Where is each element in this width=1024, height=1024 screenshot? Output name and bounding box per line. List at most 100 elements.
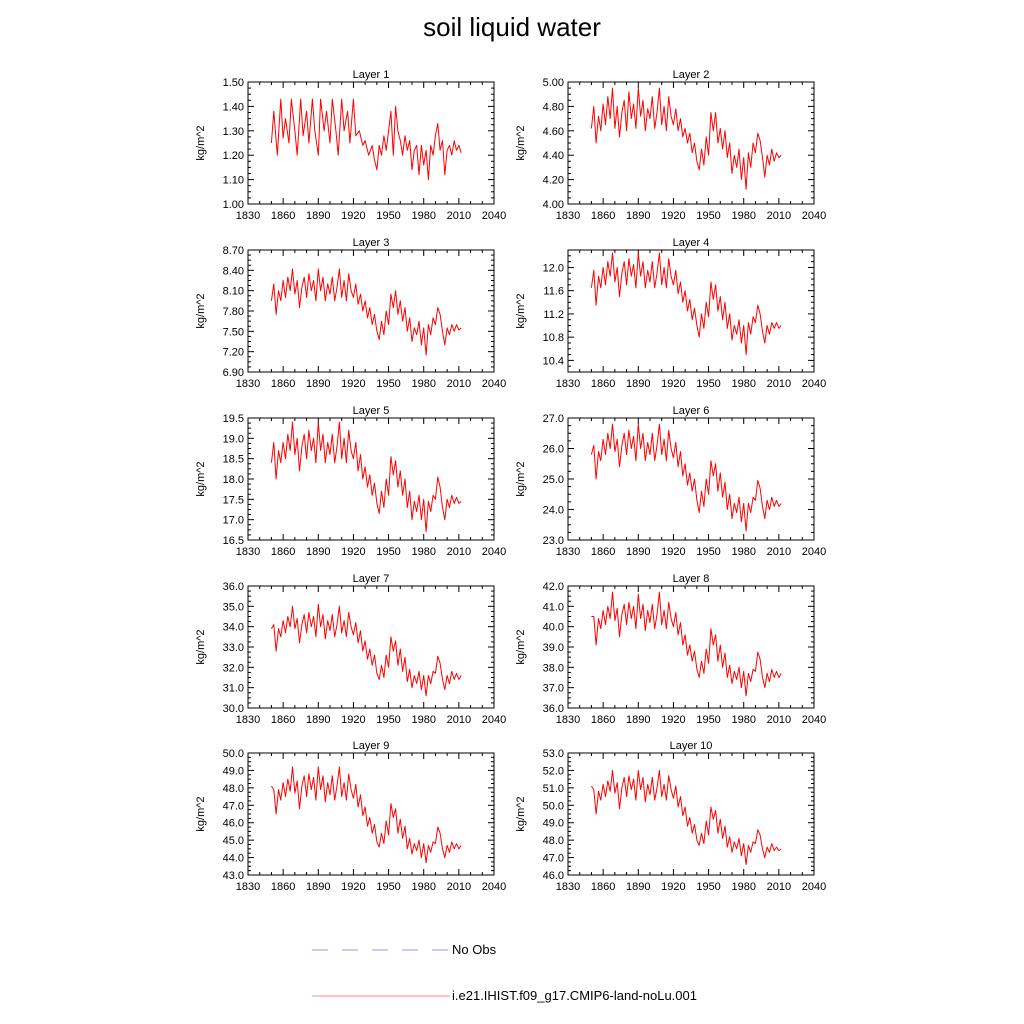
x-tick-label: 1950 — [376, 714, 400, 726]
x-tick-label: 1980 — [731, 881, 755, 893]
y-tick-label: 49.0 — [223, 765, 244, 777]
x-tick-label: 1920 — [661, 714, 685, 726]
x-tick-label: 1920 — [661, 378, 685, 390]
x-tick-label: 1920 — [341, 210, 365, 222]
panel-title: Layer 3 — [353, 237, 390, 249]
x-tick-label: 1920 — [341, 378, 365, 390]
x-tick-label: 1890 — [306, 546, 330, 558]
series-line-model — [270, 766, 462, 864]
x-tick-label: 2010 — [447, 881, 471, 893]
y-tick-label: 10.8 — [543, 332, 564, 344]
legend-item-no-obs: No Obs — [312, 940, 532, 960]
y-tick-label: 31.0 — [223, 683, 244, 695]
x-tick-label: 1890 — [626, 546, 650, 558]
plot-frame — [247, 81, 495, 205]
x-tick-label: 1920 — [661, 881, 685, 893]
x-tick-label: 2010 — [447, 210, 471, 222]
y-tick-label: 25.0 — [543, 474, 564, 486]
x-tick-label: 1980 — [731, 546, 755, 558]
panel-4: Layer 4 kg/m^2 1830 1860 1890 1920 1950 1980 201… — [515, 237, 826, 390]
y-tick-label: 17.5 — [223, 494, 244, 506]
x-tick-label: 1980 — [411, 378, 435, 390]
x-tick-label: 2010 — [767, 210, 791, 222]
x-tick-label: 1890 — [626, 210, 650, 222]
y-tick-label: 40.0 — [543, 622, 564, 634]
panel-title: Layer 4 — [673, 237, 710, 249]
x-tick-label: 1980 — [411, 546, 435, 558]
y-tick-label: 12.0 — [543, 262, 564, 274]
y-tick-label: 44.0 — [223, 853, 244, 865]
panel-title: Layer 10 — [670, 740, 713, 752]
y-tick-label: 4.00 — [543, 199, 564, 211]
y-tick-label: 43.0 — [223, 870, 244, 882]
x-tick-label: 1830 — [556, 881, 580, 893]
panel-title: Layer 7 — [353, 573, 390, 585]
x-tick-label: 1980 — [731, 378, 755, 390]
y-axis-label: kg/m^2 — [195, 293, 207, 328]
x-tick-label: 2010 — [447, 714, 471, 726]
y-tick-label: 39.0 — [543, 642, 564, 654]
x-tick-label: 2040 — [802, 881, 826, 893]
y-tick-label: 38.0 — [543, 662, 564, 674]
x-tick-label: 1980 — [411, 714, 435, 726]
y-tick-label: 18.5 — [223, 454, 244, 466]
x-tick-label: 1920 — [341, 546, 365, 558]
x-tick-label: 1860 — [591, 210, 615, 222]
x-tick-label: 1860 — [271, 210, 295, 222]
x-tick-label: 1860 — [591, 378, 615, 390]
panel-2: Layer 2 kg/m^2 1830 1860 1890 1920 1950 1980 201… — [515, 69, 826, 222]
y-tick-label: 50.0 — [543, 800, 564, 812]
plot-frame — [247, 752, 495, 876]
legend-item-model: i.e21.IHIST.f09_g17.CMIP6-land-noLu.001 — [312, 986, 732, 1006]
x-tick-label: 2010 — [767, 546, 791, 558]
y-tick-label: 33.0 — [223, 642, 244, 654]
x-tick-label: 1860 — [271, 714, 295, 726]
x-tick-label: 2040 — [482, 546, 506, 558]
y-tick-label: 1.40 — [223, 101, 244, 113]
y-tick-label: 1.50 — [223, 77, 244, 89]
panel-title: Layer 9 — [353, 740, 390, 752]
legend-label-no-obs: No Obs — [452, 942, 497, 957]
x-tick-label: 1950 — [696, 881, 720, 893]
x-tick-label: 1920 — [341, 881, 365, 893]
x-tick-label: 1920 — [341, 714, 365, 726]
y-axis-label: kg/m^2 — [195, 629, 207, 664]
y-tick-label: 7.20 — [223, 347, 244, 359]
panel-1: Layer 1 kg/m^2 1830 1860 1890 1920 1950 1980 201… — [195, 69, 506, 222]
panel-10: Layer 10 kg/m^2 1830 1860 1890 1920 1950 1980 20… — [515, 740, 826, 893]
y-tick-label: 8.40 — [223, 265, 244, 277]
y-axis-label: kg/m^2 — [515, 629, 527, 664]
plot-frame — [567, 752, 815, 876]
y-tick-label: 11.2 — [543, 309, 564, 321]
x-tick-label: 2040 — [802, 378, 826, 390]
legend-label-model: i.e21.IHIST.f09_g17.CMIP6-land-noLu.001 — [452, 988, 697, 1003]
y-tick-label: 45.0 — [223, 835, 244, 847]
series-line-model — [270, 98, 462, 181]
plot-frame — [247, 585, 495, 709]
y-tick-label: 4.60 — [543, 126, 564, 138]
x-tick-label: 2010 — [447, 378, 471, 390]
y-tick-label: 49.0 — [543, 818, 564, 830]
x-tick-label: 1890 — [306, 210, 330, 222]
y-tick-label: 34.0 — [223, 622, 244, 634]
y-tick-label: 47.0 — [543, 853, 564, 865]
y-tick-label: 27.0 — [543, 413, 564, 425]
x-tick-label: 1950 — [696, 546, 720, 558]
x-tick-label: 1830 — [556, 546, 580, 558]
y-tick-label: 46.0 — [543, 870, 564, 882]
y-axis-label: kg/m^2 — [515, 461, 527, 496]
panel-title: Layer 6 — [673, 405, 710, 417]
y-tick-label: 1.10 — [223, 175, 244, 187]
y-tick-label: 26.0 — [543, 444, 564, 456]
y-tick-label: 11.6 — [543, 286, 564, 298]
y-tick-label: 10.4 — [543, 355, 564, 367]
x-tick-label: 2040 — [482, 714, 506, 726]
x-tick-label: 1830 — [556, 378, 580, 390]
plot-frame — [247, 417, 495, 541]
y-axis-label: kg/m^2 — [515, 125, 527, 160]
x-tick-label: 2010 — [767, 881, 791, 893]
panel-3: Layer 3 kg/m^2 1830 1860 1890 1920 1950 1980 201… — [195, 237, 506, 390]
y-tick-label: 46.0 — [223, 818, 244, 830]
x-tick-label: 1890 — [306, 714, 330, 726]
figure-title: soil liquid water — [423, 12, 601, 42]
